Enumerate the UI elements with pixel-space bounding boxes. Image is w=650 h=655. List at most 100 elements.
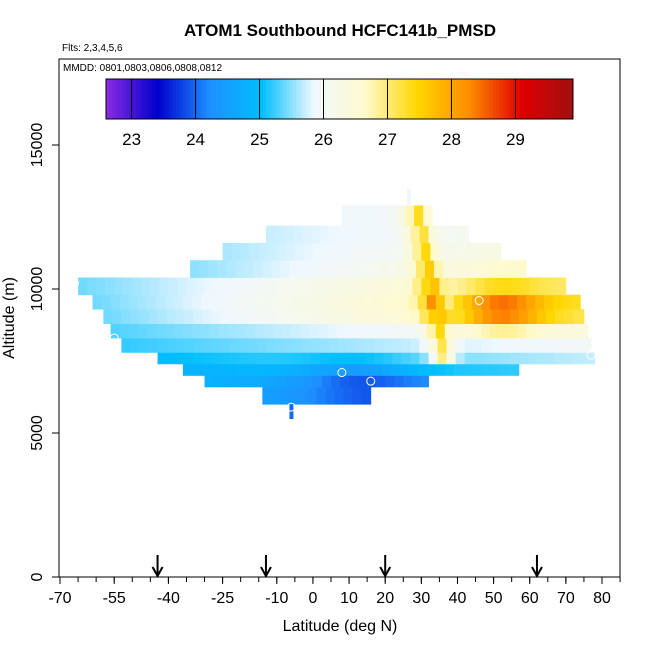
- heat-cell: [471, 294, 482, 310]
- heat-cell: [437, 337, 448, 353]
- heat-cell: [208, 260, 218, 278]
- heat-cell: [150, 277, 160, 296]
- heat-cell: [475, 242, 485, 261]
- heat-cell: [473, 337, 484, 353]
- heat-cell: [515, 260, 525, 278]
- x-tick-label: -10: [265, 590, 288, 607]
- colorbar-segment: [179, 79, 184, 119]
- colorbar-segment: [186, 79, 190, 119]
- heat-cell: [358, 375, 368, 388]
- colorbar-segment: [316, 79, 320, 119]
- heat-cell: [491, 352, 502, 365]
- flight-marker-head: [151, 566, 164, 579]
- heat-cell: [231, 277, 242, 296]
- heat-cell: [274, 225, 285, 244]
- y-axis-label: Altitude (m): [1, 277, 18, 359]
- heat-cell: [316, 260, 326, 278]
- heat-cell: [464, 225, 469, 244]
- heat-cell: [309, 323, 319, 339]
- colorbar-segment: [332, 79, 337, 119]
- heat-cell: [238, 309, 249, 324]
- heat-cell: [289, 386, 299, 405]
- colorbar-segment: [269, 79, 274, 119]
- heat-cell: [294, 375, 305, 388]
- heat-cell: [544, 294, 554, 310]
- colorbar-segment: [196, 79, 200, 119]
- colorbar-segment: [139, 79, 144, 119]
- colorbar-segment: [346, 79, 351, 119]
- heat-cell: [520, 277, 531, 296]
- heat-cell: [455, 337, 466, 353]
- heat-cell: [110, 294, 121, 310]
- heat-cell: [320, 225, 330, 244]
- heat-cell: [285, 242, 296, 261]
- colorbar-segment: [439, 79, 444, 119]
- colorbar-segment: [382, 79, 387, 119]
- heat-cell: [336, 363, 346, 376]
- heat-cell: [193, 352, 204, 365]
- heat-cell: [356, 352, 366, 365]
- colorbar-segment: [436, 79, 441, 119]
- x-tick-label: 30: [412, 590, 430, 607]
- heat-cell: [428, 225, 438, 244]
- colorbar-segment: [452, 79, 457, 119]
- colorbar-segment: [296, 79, 300, 119]
- heat-cell: [96, 277, 106, 296]
- heat-cell: [78, 277, 88, 296]
- colorbar-segment: [462, 79, 467, 119]
- colorbar-segment: [426, 79, 431, 119]
- heat-cell: [524, 260, 527, 278]
- heat-cell: [237, 294, 247, 310]
- colorbar-segment: [216, 79, 220, 119]
- heat-cell: [408, 294, 419, 310]
- flights-subtitle: Flts: 2,3,4,5,6: [62, 43, 123, 54]
- heat-cell: [321, 242, 332, 261]
- heat-cell: [489, 323, 500, 339]
- heat-cell: [182, 363, 193, 376]
- heat-cell: [412, 375, 422, 388]
- colorbar-segment: [402, 79, 407, 119]
- heat-cell: [240, 375, 251, 388]
- heat-cell: [545, 352, 556, 365]
- colorbar-segment: [399, 79, 404, 119]
- colorbar-segment: [419, 79, 424, 119]
- heat-cell: [159, 277, 169, 296]
- heat-cell: [177, 277, 187, 296]
- colorbar-tick-label: 24: [186, 130, 205, 149]
- heat-cell: [582, 337, 592, 353]
- heat-cell: [186, 277, 196, 296]
- colorbar-segment: [222, 79, 227, 119]
- heat-cell: [302, 309, 312, 324]
- heat-cell: [419, 337, 429, 353]
- heat-cell: [276, 242, 287, 261]
- heat-cell: [331, 242, 341, 261]
- heat-cell: [452, 260, 462, 278]
- heat-cell: [282, 323, 292, 339]
- heat-cell: [213, 277, 223, 296]
- heat-cell: [175, 337, 186, 353]
- heat-cell: [361, 260, 372, 278]
- heat-cell: [228, 363, 238, 376]
- colorbar-segment: [496, 79, 501, 119]
- colorbar-segment: [132, 79, 137, 119]
- heat-cell: [363, 294, 373, 310]
- colorbar-segment: [342, 79, 347, 119]
- heat-cell: [184, 352, 195, 365]
- heat-cell: [293, 309, 303, 324]
- heat-cell: [340, 375, 350, 388]
- heat-cell: [444, 323, 455, 339]
- heat-cell: [202, 337, 213, 353]
- y-tick-label: 15000: [29, 123, 46, 168]
- colorbar-segment: [149, 79, 154, 119]
- heat-cell: [417, 294, 428, 310]
- heat-cell: [336, 294, 346, 310]
- heat-cell: [448, 242, 458, 261]
- heat-cell: [383, 337, 393, 353]
- colorbar-segment: [106, 79, 110, 119]
- heat-cell: [173, 323, 184, 339]
- colorbar-segment: [396, 79, 401, 119]
- heat-cell: [284, 352, 294, 365]
- heat-cell: [200, 363, 211, 376]
- heat-cell: [320, 337, 330, 353]
